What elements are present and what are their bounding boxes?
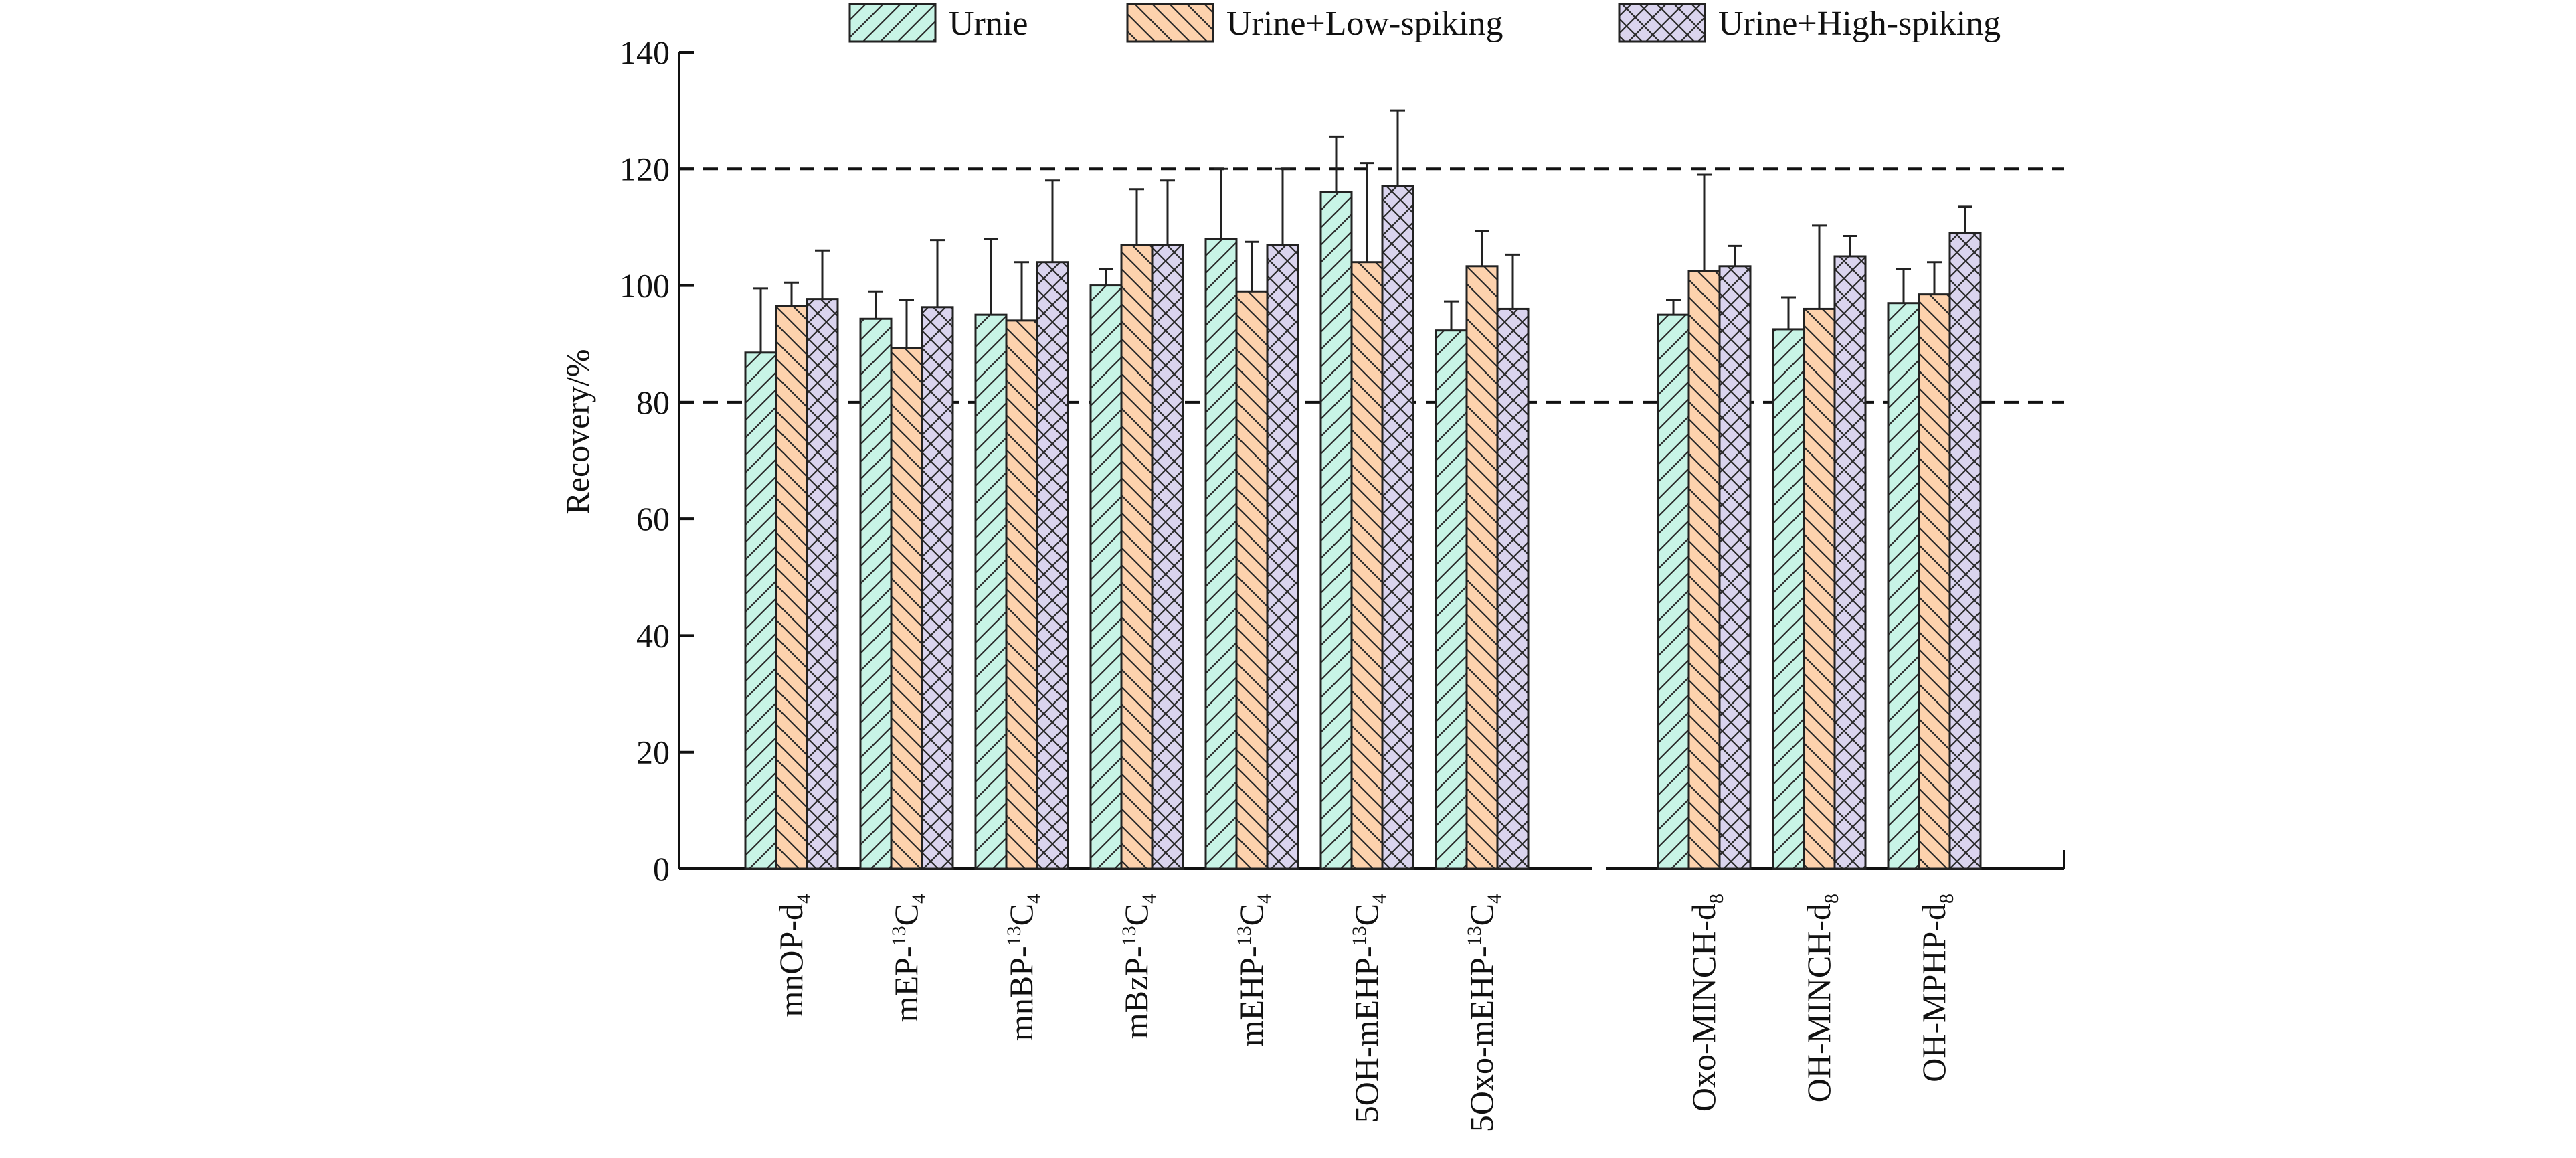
bar (1266, 244, 1299, 870)
bar (1887, 302, 1920, 870)
y-tick-label: 120 (620, 150, 670, 187)
x-category-labels: mnOP-d4 mEP-13C4 mnBP-13C4 mBzP-13C4 mEHP-13… (772, 894, 1958, 1132)
legend-label: Urine+Low-spiking (1226, 5, 1503, 43)
bar (1204, 238, 1238, 870)
x-category-label: mEP-13C4 (887, 894, 930, 1022)
x-category-label: mnOP-d4 (772, 894, 815, 1017)
legend-swatch (1126, 3, 1214, 43)
y-ticks: 0 20 40 60 80 100 120 140 (620, 33, 694, 888)
x-category-label: 5Oxo-mEHP-13C4 (1463, 894, 1505, 1132)
x-category-label: mnBP-13C4 (1002, 894, 1045, 1041)
bar (1687, 270, 1721, 870)
bar (1496, 307, 1530, 870)
bar (1089, 284, 1123, 870)
bar (1151, 244, 1184, 870)
bar (1948, 232, 1982, 870)
error-bars (753, 109, 1972, 353)
x-category-label: mEHP-13C4 (1232, 894, 1275, 1046)
y-tick-label: 20 (636, 734, 670, 771)
y-tick-label: 0 (653, 850, 670, 888)
bar (1319, 191, 1353, 870)
x-category-label: Oxo-MINCH-d8 (1685, 894, 1728, 1112)
x-category-label: OH-MINCH-d8 (1800, 894, 1843, 1102)
bar (1435, 329, 1468, 870)
bar (1465, 265, 1499, 870)
y-tick-label: 80 (636, 384, 670, 421)
x-category-label: 5OH-mEHP-13C4 (1348, 894, 1390, 1123)
legend-label: Urine+High-spiking (1718, 5, 2001, 43)
bar (974, 313, 1008, 870)
y-tick-label: 40 (636, 616, 670, 654)
x-category-label: mBzP-13C4 (1117, 894, 1160, 1039)
bar (890, 347, 923, 870)
bar (1772, 328, 1805, 870)
bar (1381, 185, 1414, 870)
bar (1718, 265, 1752, 870)
bar (859, 317, 893, 870)
legend: Urnie Urine+Low-spiking Urine+High-spiking (848, 3, 2001, 43)
legend-swatch (848, 3, 937, 43)
bar (1657, 313, 1690, 870)
x-category-label: OH-MPHP-d8 (1915, 894, 1958, 1082)
y-axis-title: Recovery/% (559, 349, 596, 514)
legend-label: Urnie (949, 5, 1028, 43)
bar (744, 351, 777, 870)
bar (1833, 255, 1867, 870)
bar (921, 306, 954, 870)
y-tick-label: 140 (620, 33, 670, 71)
bar (1036, 261, 1069, 870)
bars (744, 185, 1982, 870)
bar (1235, 290, 1269, 870)
legend-swatch (1618, 3, 1706, 43)
bar (775, 305, 808, 870)
bar (1120, 244, 1154, 870)
bar (1350, 261, 1384, 870)
bar (1918, 293, 1951, 870)
bar (1005, 319, 1038, 870)
bar (806, 298, 839, 870)
bar (1803, 307, 1836, 870)
y-tick-label: 100 (620, 267, 670, 305)
y-tick-label: 60 (636, 500, 670, 537)
